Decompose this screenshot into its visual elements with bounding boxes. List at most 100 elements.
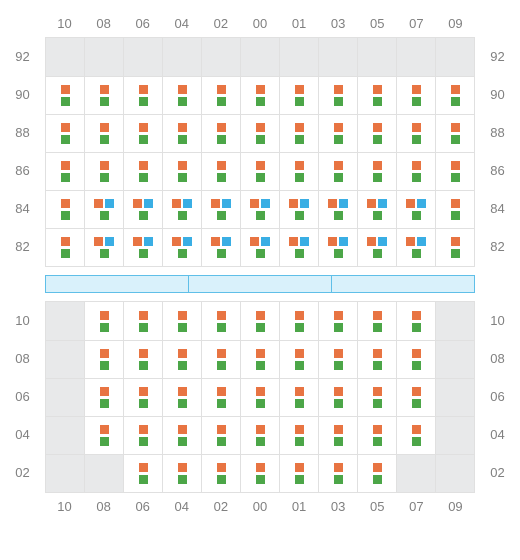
grid-cell[interactable] xyxy=(46,379,84,416)
grid-cell[interactable] xyxy=(279,417,318,454)
grid-cell[interactable] xyxy=(201,302,240,340)
grid-cell[interactable] xyxy=(84,455,123,492)
grid-cell[interactable] xyxy=(279,341,318,378)
grid-cell[interactable] xyxy=(123,191,162,228)
grid-cell[interactable] xyxy=(357,229,396,266)
grid-cell[interactable] xyxy=(318,38,357,76)
grid-cell[interactable] xyxy=(162,455,201,492)
grid-cell[interactable] xyxy=(123,229,162,266)
grid-cell[interactable] xyxy=(240,417,279,454)
grid-cell[interactable] xyxy=(357,302,396,340)
grid-cell[interactable] xyxy=(396,455,435,492)
grid-cell[interactable] xyxy=(396,341,435,378)
grid-cell[interactable] xyxy=(240,191,279,228)
grid-cell[interactable] xyxy=(123,153,162,190)
grid-cell[interactable] xyxy=(279,38,318,76)
grid-cell[interactable] xyxy=(46,455,84,492)
grid-cell[interactable] xyxy=(396,153,435,190)
grid-cell[interactable] xyxy=(435,191,474,228)
grid-cell[interactable] xyxy=(162,379,201,416)
grid-cell[interactable] xyxy=(201,379,240,416)
grid-cell[interactable] xyxy=(318,153,357,190)
grid-cell[interactable] xyxy=(396,38,435,76)
grid-cell[interactable] xyxy=(201,38,240,76)
grid-cell[interactable] xyxy=(279,379,318,416)
grid-cell[interactable] xyxy=(123,455,162,492)
grid-cell[interactable] xyxy=(396,302,435,340)
grid-cell[interactable] xyxy=(357,38,396,76)
grid-cell[interactable] xyxy=(162,191,201,228)
grid-cell[interactable] xyxy=(240,38,279,76)
grid-cell[interactable] xyxy=(396,417,435,454)
grid-cell[interactable] xyxy=(162,77,201,114)
grid-cell[interactable] xyxy=(240,153,279,190)
grid-cell[interactable] xyxy=(123,302,162,340)
grid-cell[interactable] xyxy=(123,379,162,416)
grid-cell[interactable] xyxy=(84,153,123,190)
grid-cell[interactable] xyxy=(279,191,318,228)
grid-cell[interactable] xyxy=(435,302,474,340)
grid-cell[interactable] xyxy=(357,379,396,416)
grid-cell[interactable] xyxy=(46,153,84,190)
grid-cell[interactable] xyxy=(162,417,201,454)
grid-cell[interactable] xyxy=(357,341,396,378)
grid-cell[interactable] xyxy=(279,229,318,266)
grid-cell[interactable] xyxy=(201,115,240,152)
grid-cell[interactable] xyxy=(46,77,84,114)
grid-cell[interactable] xyxy=(240,455,279,492)
grid-cell[interactable] xyxy=(46,115,84,152)
grid-cell[interactable] xyxy=(84,229,123,266)
grid-cell[interactable] xyxy=(84,115,123,152)
grid-cell[interactable] xyxy=(162,229,201,266)
grid-cell[interactable] xyxy=(318,455,357,492)
grid-cell[interactable] xyxy=(396,77,435,114)
grid-cell[interactable] xyxy=(435,115,474,152)
grid-cell[interactable] xyxy=(84,191,123,228)
grid-cell[interactable] xyxy=(318,302,357,340)
grid-cell[interactable] xyxy=(123,417,162,454)
grid-cell[interactable] xyxy=(357,153,396,190)
grid-cell[interactable] xyxy=(435,379,474,416)
grid-cell[interactable] xyxy=(357,77,396,114)
grid-cell[interactable] xyxy=(279,455,318,492)
grid-cell[interactable] xyxy=(435,455,474,492)
grid-cell[interactable] xyxy=(123,341,162,378)
grid-cell[interactable] xyxy=(84,417,123,454)
grid-cell[interactable] xyxy=(396,379,435,416)
grid-cell[interactable] xyxy=(240,379,279,416)
grid-cell[interactable] xyxy=(46,417,84,454)
grid-cell[interactable] xyxy=(46,229,84,266)
grid-cell[interactable] xyxy=(240,115,279,152)
grid-cell[interactable] xyxy=(357,115,396,152)
grid-cell[interactable] xyxy=(240,302,279,340)
grid-cell[interactable] xyxy=(435,417,474,454)
grid-cell[interactable] xyxy=(318,191,357,228)
grid-cell[interactable] xyxy=(46,302,84,340)
grid-cell[interactable] xyxy=(318,417,357,454)
grid-cell[interactable] xyxy=(201,77,240,114)
grid-cell[interactable] xyxy=(279,302,318,340)
grid-cell[interactable] xyxy=(46,341,84,378)
grid-cell[interactable] xyxy=(279,77,318,114)
grid-cell[interactable] xyxy=(46,191,84,228)
grid-cell[interactable] xyxy=(435,341,474,378)
grid-cell[interactable] xyxy=(318,115,357,152)
grid-cell[interactable] xyxy=(46,38,84,76)
grid-cell[interactable] xyxy=(318,229,357,266)
grid-cell[interactable] xyxy=(162,115,201,152)
grid-cell[interactable] xyxy=(84,302,123,340)
grid-cell[interactable] xyxy=(84,38,123,76)
grid-cell[interactable] xyxy=(123,115,162,152)
grid-cell[interactable] xyxy=(84,77,123,114)
grid-cell[interactable] xyxy=(201,153,240,190)
grid-cell[interactable] xyxy=(162,302,201,340)
grid-cell[interactable] xyxy=(240,229,279,266)
grid-cell[interactable] xyxy=(201,417,240,454)
grid-cell[interactable] xyxy=(318,379,357,416)
grid-cell[interactable] xyxy=(396,229,435,266)
grid-cell[interactable] xyxy=(357,455,396,492)
grid-cell[interactable] xyxy=(162,38,201,76)
grid-cell[interactable] xyxy=(162,153,201,190)
grid-cell[interactable] xyxy=(357,191,396,228)
grid-cell[interactable] xyxy=(318,77,357,114)
